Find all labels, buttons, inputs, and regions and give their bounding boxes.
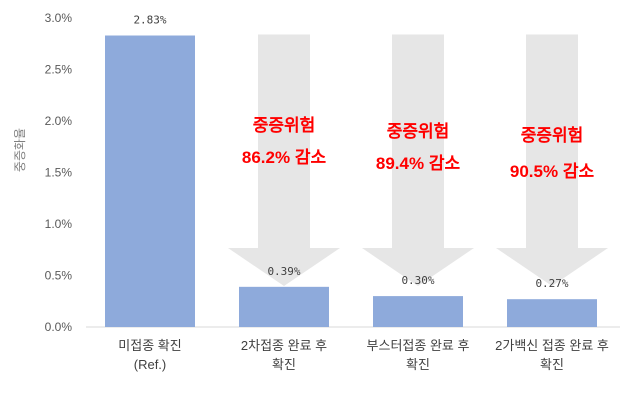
down-arrow (228, 34, 340, 287)
reduction-annotation: 89.4% 감소 (376, 154, 461, 173)
annotations: 중증위험 86.2% 감소 중증위험 89.4% 감소 중증위험 90.5% 감소 (242, 115, 595, 181)
y-tick-label: 3.0% (45, 11, 73, 25)
bar (507, 299, 597, 327)
y-tick-label: 2.5% (45, 63, 73, 77)
y-tick-label: 0.5% (45, 269, 73, 283)
y-tick-label: 1.5% (45, 166, 73, 180)
reduction-annotation: 중증위험 (253, 115, 316, 135)
y-tick-label: 0.0% (45, 320, 73, 334)
data-label: 0.39% (267, 265, 300, 278)
bar (239, 286, 329, 327)
reduction-annotation: 86.2% 감소 (242, 148, 327, 167)
reduction-arrows (228, 34, 608, 287)
y-axis-label: 중증화율 (13, 128, 27, 172)
x-category-label: 확진 (406, 357, 430, 372)
x-category-label: (Ref.) (134, 357, 167, 372)
y-tick-label: 2.0% (45, 114, 73, 128)
bar (373, 296, 463, 327)
bars (105, 35, 597, 327)
x-category-label: 2차접종 완료 후 (241, 338, 327, 353)
reduction-annotation: 90.5% 감소 (510, 162, 595, 181)
y-axis-ticks: 0.0% 0.5% 1.0% 1.5% 2.0% 2.5% 3.0% (45, 11, 73, 334)
x-category-label: 2가백신 접종 완료 후 (495, 338, 609, 353)
data-label: 0.30% (401, 274, 434, 287)
data-label: 0.27% (535, 277, 568, 290)
data-labels: 2.83% 0.39% 0.30% 0.27% (133, 14, 568, 291)
down-arrow (362, 34, 474, 287)
data-label: 2.83% (133, 14, 166, 27)
down-arrow (496, 34, 608, 287)
y-tick-label: 1.0% (45, 217, 73, 231)
reduction-annotation: 중증위험 (387, 121, 450, 141)
x-axis-categories: 미접종 확진 (Ref.) 2차접종 완료 후확진 부스터접종 완료 후확진 2가백신 … (118, 338, 609, 372)
x-category-label: 확진 (272, 357, 296, 372)
bar (105, 35, 195, 327)
reduction-annotation: 중증위험 (521, 125, 584, 145)
x-category-label: 부스터접종 완료 후 (367, 338, 470, 353)
x-category-label: 확진 (540, 357, 564, 372)
x-category-label: 미접종 확진 (118, 338, 181, 353)
